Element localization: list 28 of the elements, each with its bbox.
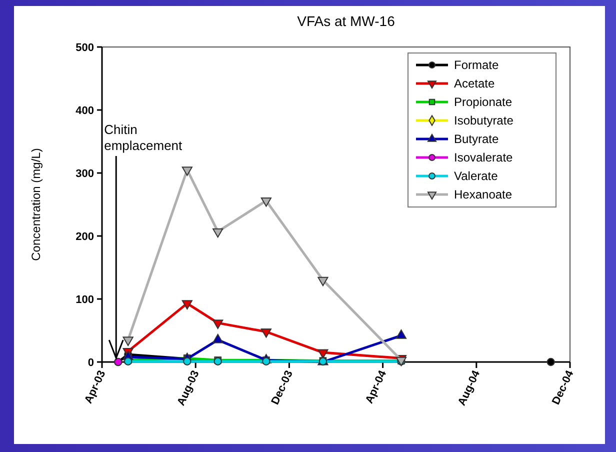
legend-label: Formate — [454, 58, 500, 72]
point — [183, 357, 192, 366]
y-tick-label: 100 — [76, 294, 94, 306]
point — [212, 320, 224, 329]
point — [122, 336, 134, 346]
point — [182, 166, 192, 176]
point — [318, 276, 328, 286]
legend-label: Propionate — [454, 95, 512, 110]
chart-title: VFAs at MW-16 — [297, 13, 396, 29]
y-axis-title: Concentration (mg/L) — [29, 148, 43, 261]
y-tick-label: 500 — [76, 42, 94, 54]
point — [182, 300, 192, 310]
y-tick-label: 300 — [76, 168, 94, 180]
point — [260, 328, 272, 338]
annotation: Chitin emplacement — [104, 122, 183, 153]
legend-label: Hexanoate — [454, 188, 512, 202]
y-tick-label: 200 — [76, 230, 94, 243]
legend-label: Isovalerate — [454, 150, 514, 165]
point — [260, 197, 272, 207]
point — [546, 358, 555, 366]
y-tick-label: 0 — [88, 356, 94, 369]
point — [212, 228, 224, 238]
y-tick-label: 400 — [76, 104, 94, 117]
legend-label: Isobutyrate — [454, 114, 514, 128]
legend-label: Butyrate — [454, 132, 500, 146]
point — [318, 349, 328, 359]
legend-label: Acetate — [454, 76, 496, 91]
legend-label: Valerate — [454, 169, 498, 184]
